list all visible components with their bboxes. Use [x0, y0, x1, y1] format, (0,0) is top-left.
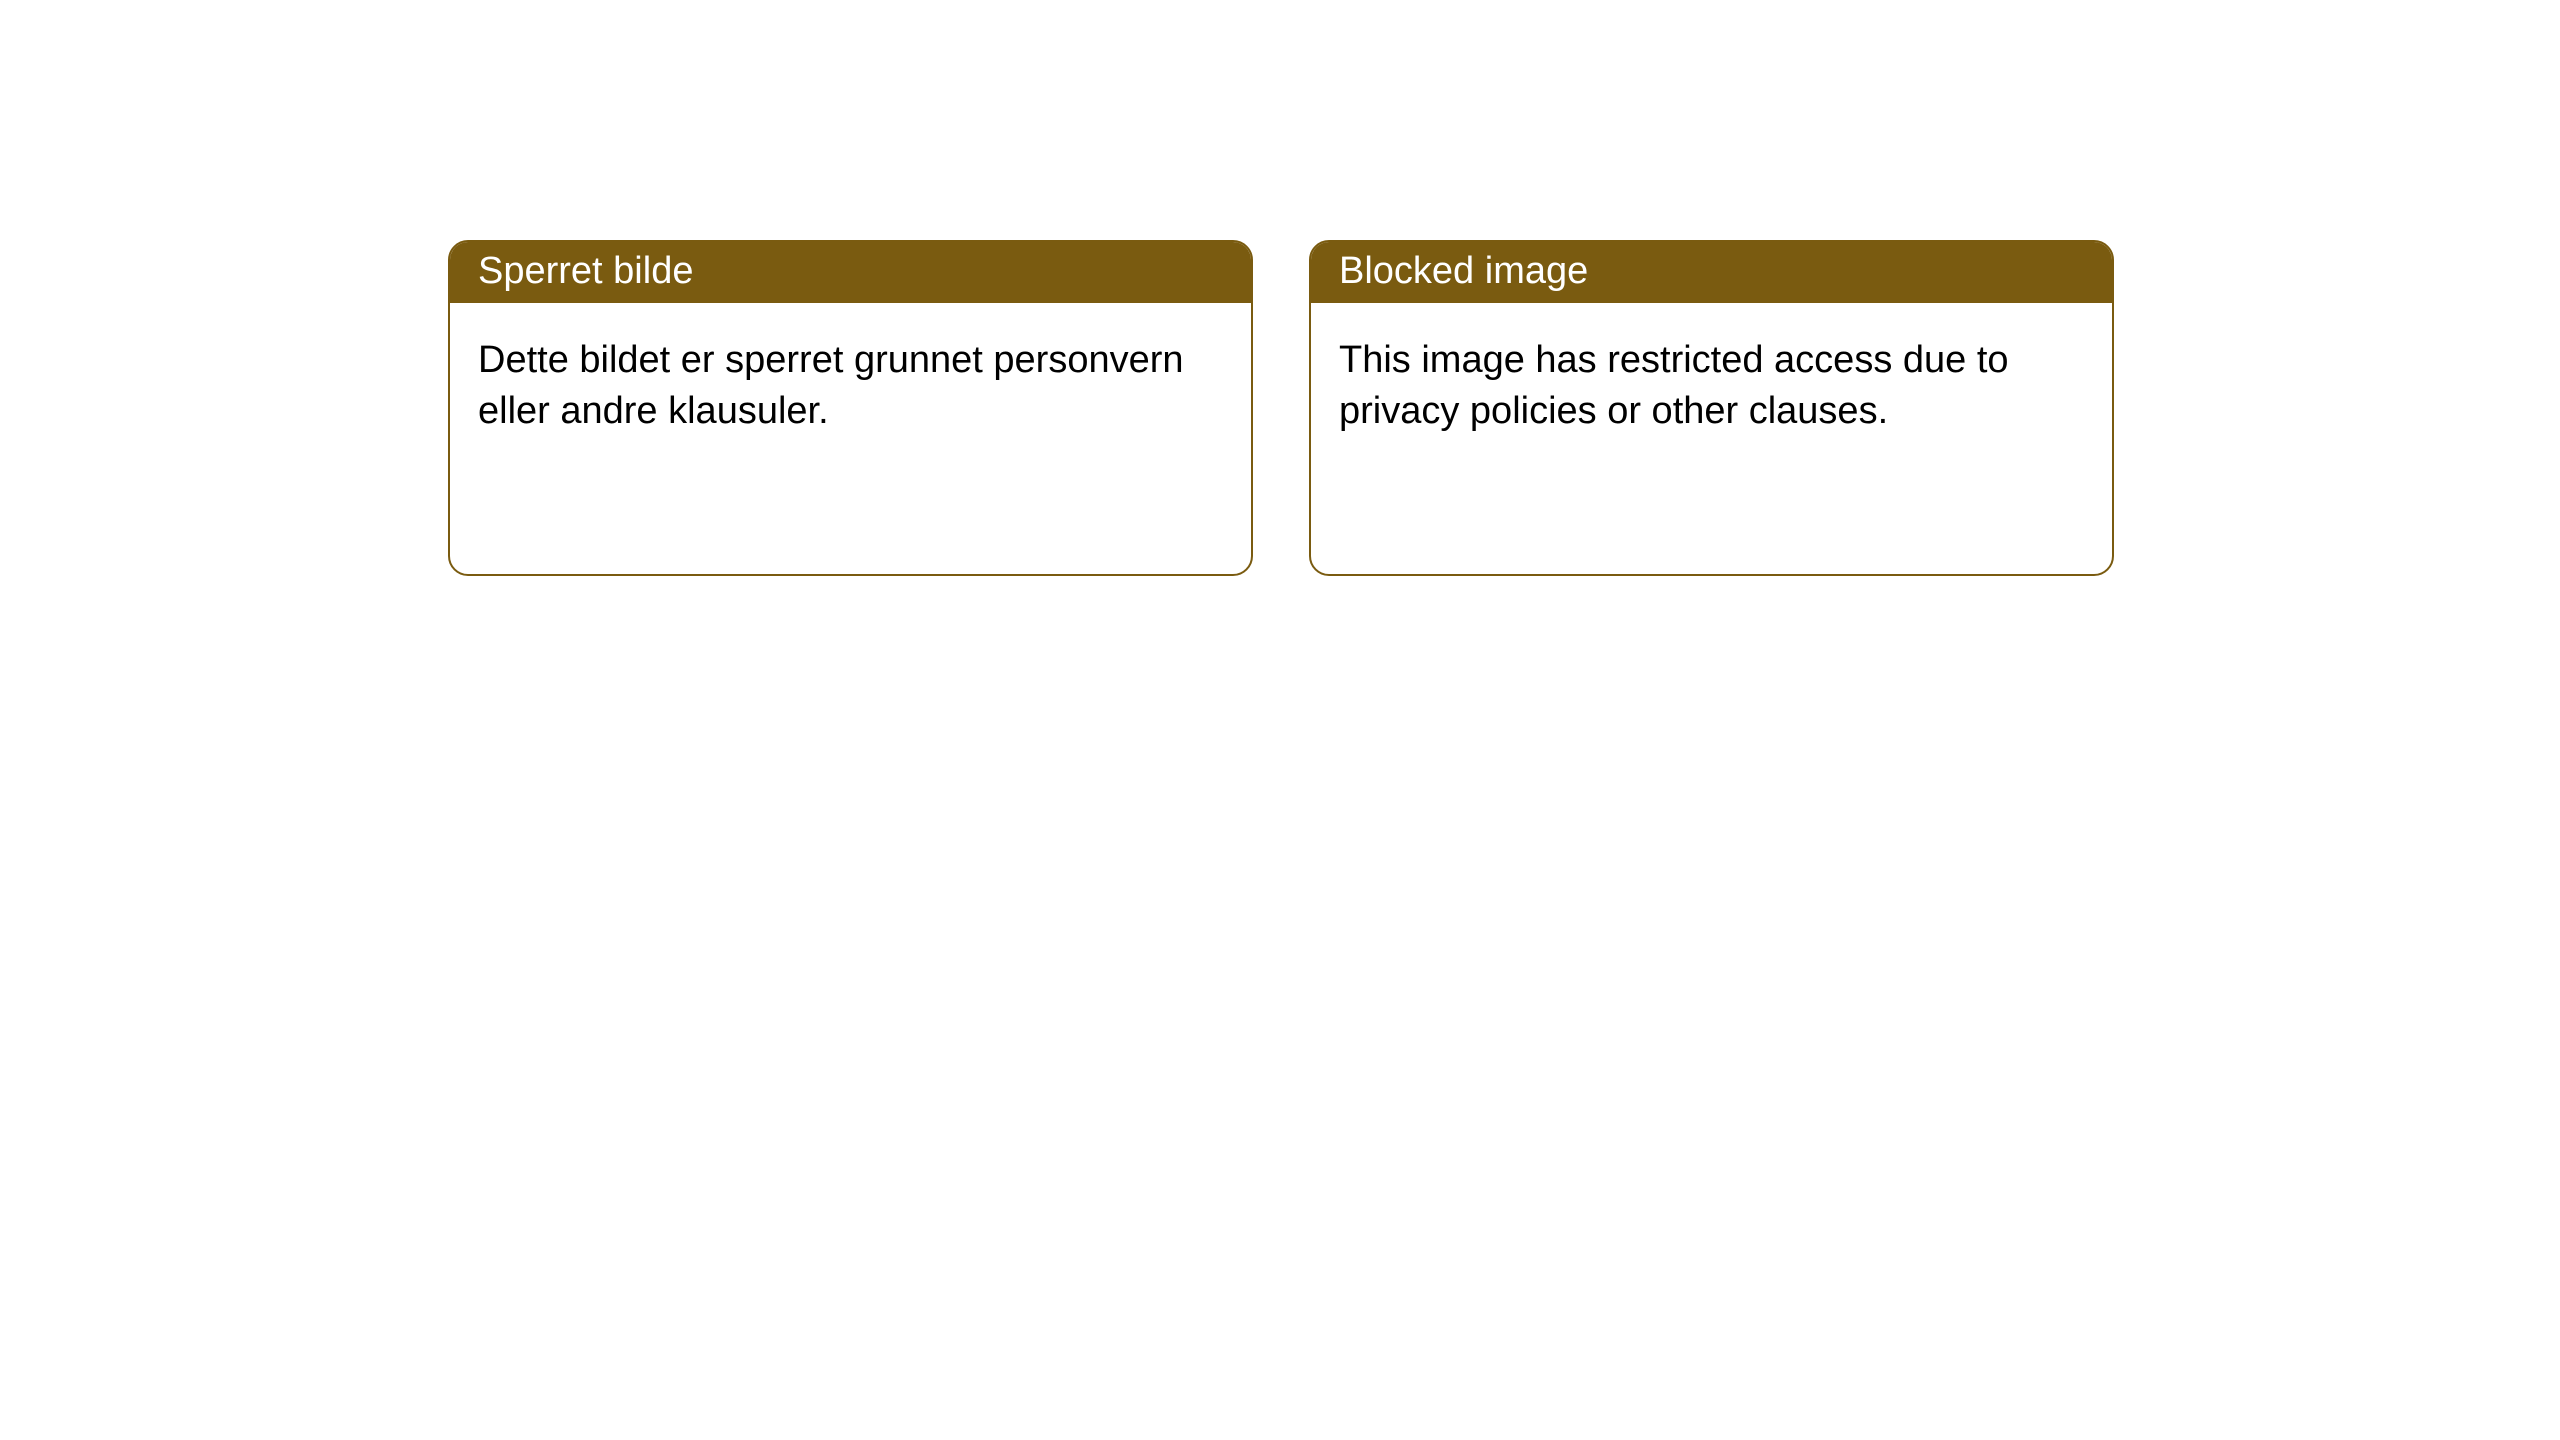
card-body: Dette bildet er sperret grunnet personve…: [450, 303, 1251, 470]
card-body: This image has restricted access due to …: [1311, 303, 2112, 470]
card-title: Sperret bilde: [450, 242, 1251, 303]
notice-card-norwegian: Sperret bilde Dette bildet er sperret gr…: [448, 240, 1253, 576]
notice-card-english: Blocked image This image has restricted …: [1309, 240, 2114, 576]
notice-container: Sperret bilde Dette bildet er sperret gr…: [0, 0, 2560, 576]
card-title: Blocked image: [1311, 242, 2112, 303]
